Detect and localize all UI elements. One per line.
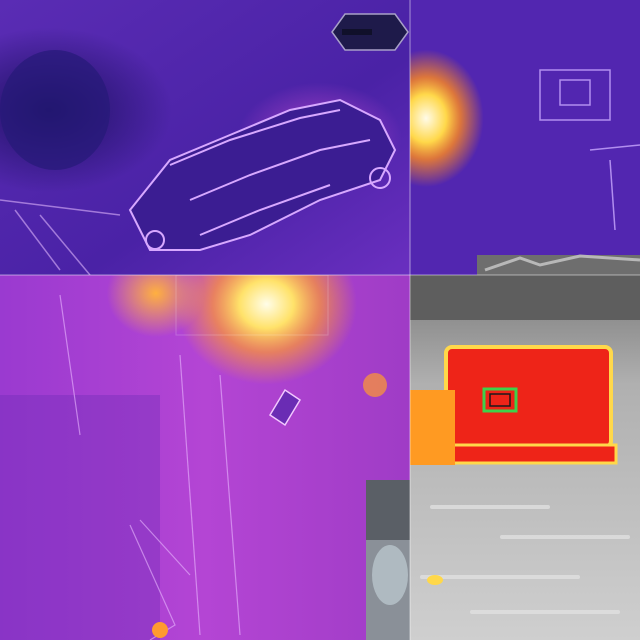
flare-inset — [175, 275, 329, 336]
thermal-frame-flare — [0, 275, 410, 640]
target-marker-inner — [489, 393, 511, 407]
thermal-frame-vehicle — [0, 0, 410, 275]
debris-shape — [268, 388, 302, 427]
surface-streaks — [420, 505, 630, 614]
smoke-plume — [372, 545, 408, 605]
visible-inset-top — [366, 480, 410, 540]
secondary-flare — [0, 275, 410, 640]
tile-divider-vertical — [409, 0, 411, 640]
structure-outline — [539, 69, 640, 231]
warm-spot-bottom — [152, 622, 168, 638]
debris-lines — [0, 199, 121, 275]
hot-object — [444, 345, 613, 449]
thermal-frame-target — [410, 275, 640, 640]
cool-shadow — [0, 50, 110, 170]
vehicle-outline — [128, 98, 397, 251]
rock-detail — [484, 254, 640, 272]
hotspot-scene — [410, 0, 640, 275]
heat-source — [410, 0, 640, 275]
hot-object-base — [448, 443, 618, 465]
target-scene — [410, 275, 640, 640]
vehicle-scene — [0, 0, 410, 275]
thermal-frame-hotspot — [410, 0, 640, 275]
dark-band — [410, 275, 640, 320]
tile-divider-horizontal — [0, 274, 640, 276]
marker-bar — [342, 29, 372, 35]
hot-object-side — [410, 390, 455, 465]
vegetation-edges — [59, 294, 241, 640]
warm-spot — [363, 373, 387, 397]
flare-scene — [0, 275, 410, 640]
small-hot-spot — [427, 575, 443, 585]
target-marker-icon — [482, 387, 518, 413]
